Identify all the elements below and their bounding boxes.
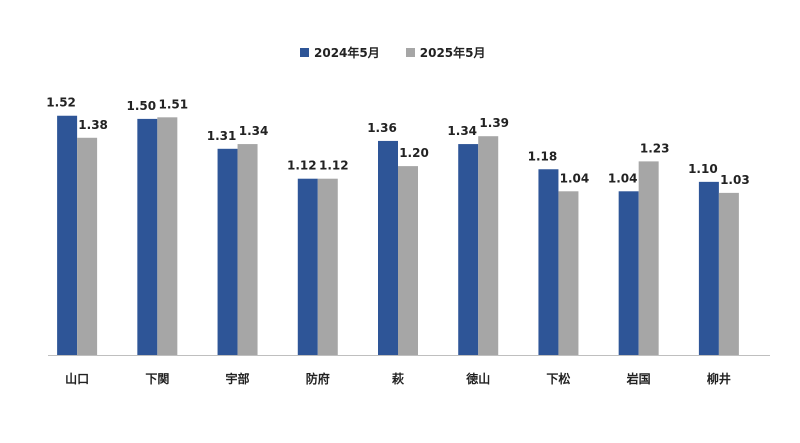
category-label-4: 萩 (391, 371, 404, 386)
category-label-2: 宇部 (226, 371, 250, 386)
legend-swatch-2024 (300, 48, 309, 57)
data-label-2025-7: 1.23 (640, 141, 670, 155)
category-label-0: 山口 (65, 371, 89, 386)
data-label-2024-2: 1.31 (207, 129, 237, 143)
bar-2025-3 (317, 178, 338, 355)
bar-2024-7 (618, 191, 639, 355)
legend-item-2024: 2024年5月 (300, 44, 380, 61)
bar-2025-0 (77, 137, 98, 355)
legend-swatch-2025 (405, 48, 415, 57)
bar-2024-2 (217, 148, 238, 355)
legend-item-2025: 2025年5月 (405, 44, 486, 61)
legend-label-2025: 2025年5月 (419, 46, 486, 60)
bar-2024-0 (57, 115, 78, 355)
data-label-2024-4: 1.36 (367, 121, 397, 135)
data-label-2024-7: 1.04 (608, 171, 638, 185)
data-label-2025-3: 1.12 (319, 159, 349, 173)
category-label-8: 柳井 (707, 371, 731, 386)
data-label-2025-4: 1.20 (399, 146, 429, 160)
bar-2025-1 (157, 117, 178, 355)
bar-2024-5 (458, 144, 479, 355)
bar-2024-3 (297, 178, 318, 355)
data-label-2024-1: 1.50 (127, 99, 157, 113)
category-label-5: 徳山 (465, 371, 490, 386)
category-label-7: 岩国 (626, 371, 651, 386)
bar-2024-4 (378, 140, 398, 355)
data-label-2024-5: 1.34 (447, 124, 477, 138)
data-label-2025-5: 1.39 (479, 116, 509, 130)
bar-2025-2 (237, 144, 258, 355)
legend: 2024年5月 2025年5月 (300, 44, 486, 61)
category-label-6: 下松 (546, 371, 570, 386)
legend-label-2024: 2024年5月 (314, 46, 380, 60)
category-label-3: 防府 (306, 371, 330, 386)
data-label-2024-0: 1.52 (46, 96, 76, 110)
bar-2024-1 (137, 118, 158, 355)
bar-2025-7 (638, 161, 659, 355)
data-label-2025-1: 1.51 (159, 97, 189, 111)
data-label-2025-8: 1.03 (720, 173, 750, 187)
bar-2025-8 (718, 192, 739, 355)
data-label-2025-0: 1.38 (78, 118, 108, 132)
data-label-2024-8: 1.10 (688, 162, 718, 176)
bar-2024-6 (538, 169, 559, 355)
data-label-2024-3: 1.12 (287, 159, 317, 173)
bar-2025-5 (478, 136, 499, 355)
data-label-2025-6: 1.04 (560, 171, 590, 185)
data-label-2024-6: 1.18 (528, 149, 558, 163)
bar-2024-8 (698, 181, 719, 355)
category-label-1: 下関 (145, 372, 169, 386)
bar-2025-4 (398, 166, 418, 355)
bar-2025-6 (558, 191, 579, 355)
data-label-2025-2: 1.34 (239, 124, 269, 138)
